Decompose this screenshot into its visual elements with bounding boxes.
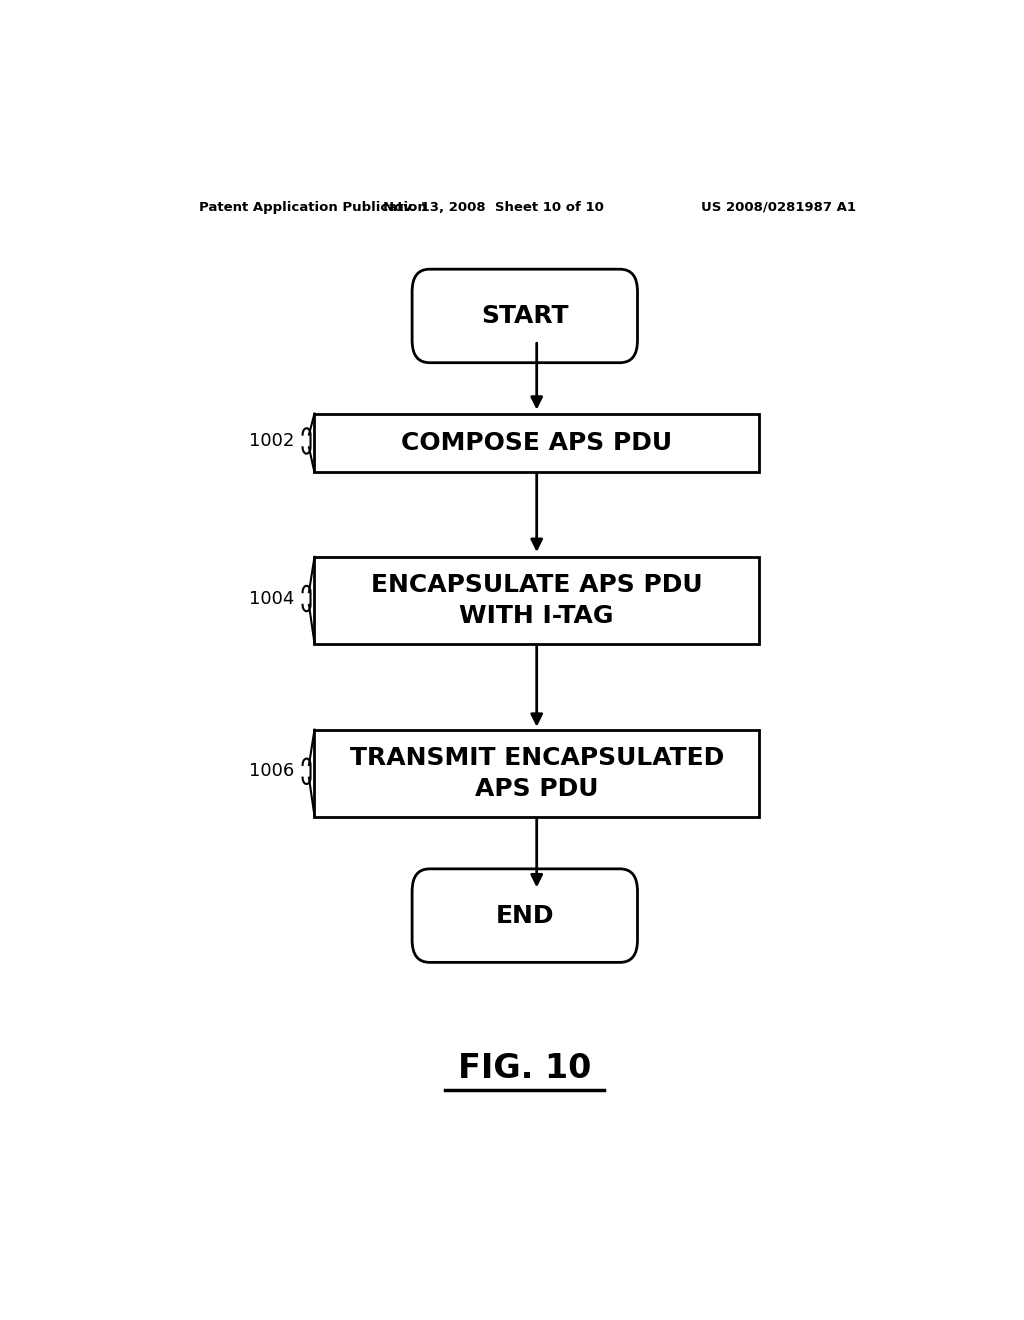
Text: 1002: 1002 <box>249 432 295 450</box>
Bar <box>314 730 759 817</box>
Text: START: START <box>481 304 568 327</box>
Text: END: END <box>496 904 554 928</box>
Bar <box>314 557 759 644</box>
Text: TRANSMIT ENCAPSULATED
APS PDU: TRANSMIT ENCAPSULATED APS PDU <box>349 746 724 801</box>
Text: Patent Application Publication: Patent Application Publication <box>200 201 427 214</box>
Text: 1004: 1004 <box>249 590 295 607</box>
FancyBboxPatch shape <box>412 869 638 962</box>
Text: COMPOSE APS PDU: COMPOSE APS PDU <box>401 432 673 455</box>
Text: 1006: 1006 <box>250 762 295 780</box>
Text: Nov. 13, 2008  Sheet 10 of 10: Nov. 13, 2008 Sheet 10 of 10 <box>383 201 603 214</box>
Text: FIG. 10: FIG. 10 <box>458 1052 592 1085</box>
Text: US 2008/0281987 A1: US 2008/0281987 A1 <box>701 201 856 214</box>
Text: ENCAPSULATE APS PDU
WITH I-TAG: ENCAPSULATE APS PDU WITH I-TAG <box>371 573 702 628</box>
Bar <box>314 414 759 473</box>
FancyBboxPatch shape <box>412 269 638 363</box>
